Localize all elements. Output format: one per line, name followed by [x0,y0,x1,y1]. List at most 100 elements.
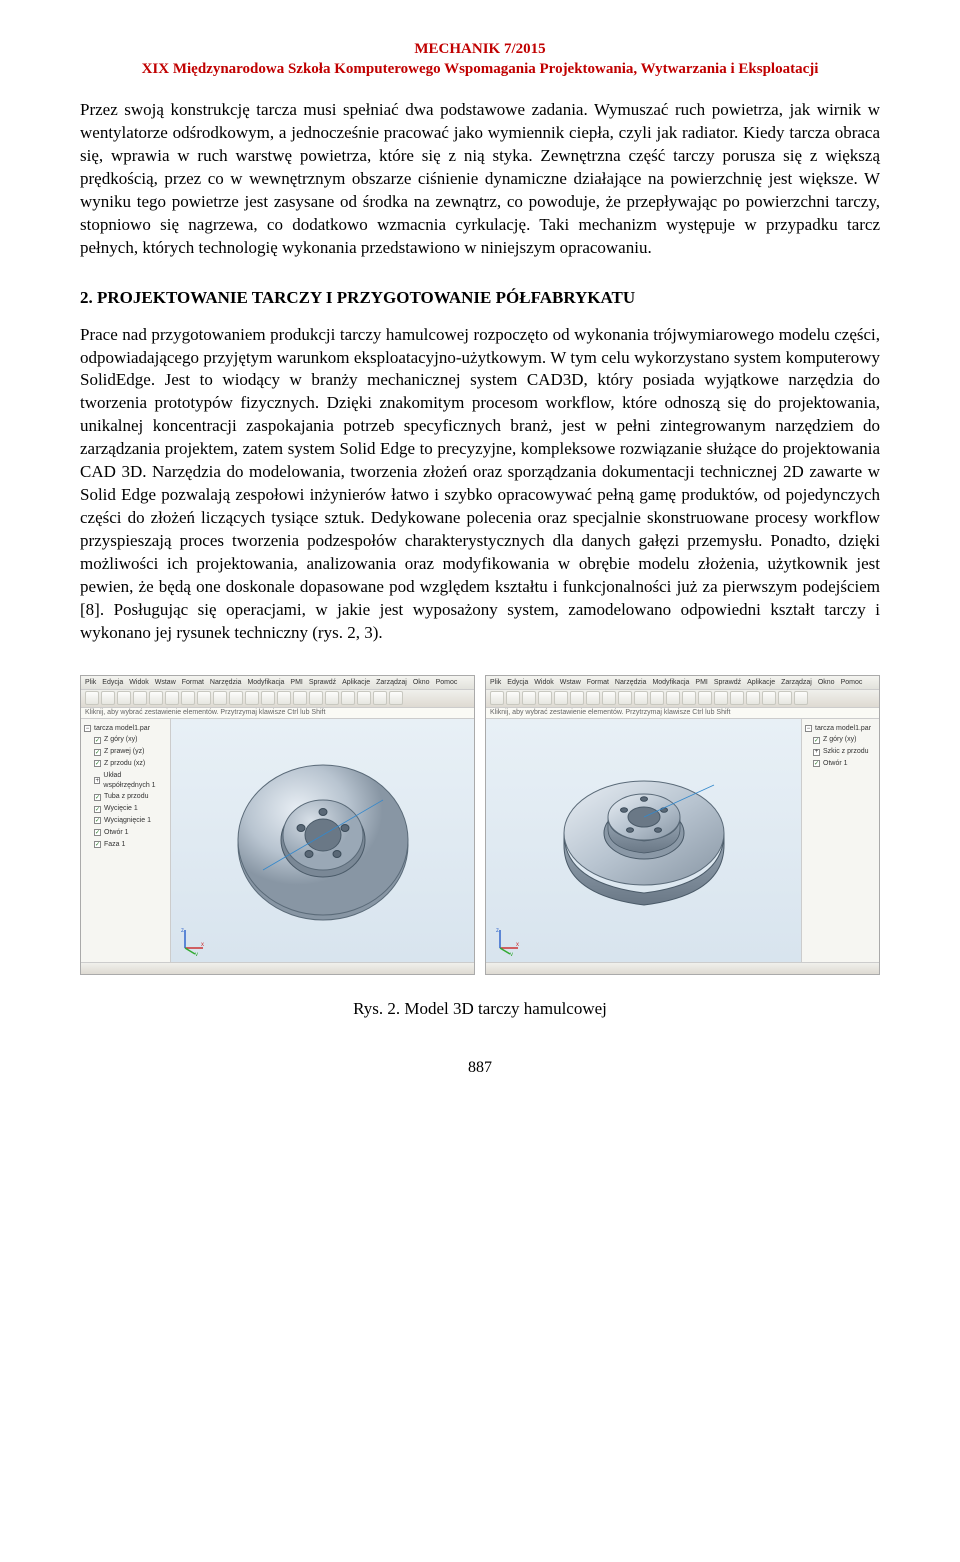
menu-item[interactable]: Plik [490,679,501,686]
menu-item[interactable]: Okno [413,679,430,686]
tree-checkbox-icon[interactable] [94,794,101,801]
tree-checkbox-icon[interactable] [813,760,820,767]
toolbar-button[interactable] [149,691,163,705]
menu-item[interactable]: Sprawdź [309,679,336,686]
menu-item[interactable]: PMI [290,679,302,686]
toolbar-button[interactable] [213,691,227,705]
toolbar-button[interactable] [373,691,387,705]
toolbar-button[interactable] [101,691,115,705]
toolbar-button[interactable] [778,691,792,705]
toolbar-button[interactable] [714,691,728,705]
menu-item[interactable]: Aplikacje [342,679,370,686]
toolbar-button[interactable] [197,691,211,705]
toolbar-button[interactable] [762,691,776,705]
toolbar-button[interactable] [682,691,696,705]
menu-item[interactable]: PMI [695,679,707,686]
toolbar-button[interactable] [341,691,355,705]
toolbar-button[interactable] [666,691,680,705]
toolbar-button[interactable] [277,691,291,705]
tree-checkbox-icon[interactable] [94,829,101,836]
feature-tree-right[interactable]: − tarcza model1.par Z góry (xy) + Szkic … [801,719,879,962]
toolbar-button[interactable] [570,691,584,705]
tree-item[interactable]: + Układ współrzędnych 1 [84,770,167,792]
menu-item[interactable]: Zarządzaj [781,679,812,686]
tree-item[interactable]: Z góry (xy) [805,734,876,746]
feature-tree[interactable]: − tarcza model1.par Z góry (xy) Z prawej… [81,719,171,962]
menu-item[interactable]: Pomoc [841,679,863,686]
tree-expand-icon[interactable]: + [813,749,820,756]
menu-item[interactable]: Plik [85,679,96,686]
tree-expand-icon[interactable]: − [805,725,812,732]
tree-checkbox-icon[interactable] [94,841,101,848]
tree-item[interactable]: Faza 1 [84,839,167,851]
toolbar-button[interactable] [229,691,243,705]
tree-checkbox-icon[interactable] [813,737,820,744]
tree-item[interactable]: Tuba z przodu [84,791,167,803]
menu-item[interactable]: Okno [818,679,835,686]
tree-item[interactable]: Otwór 1 [84,827,167,839]
tree-item[interactable]: Wycięcie 1 [84,803,167,815]
toolbar-button[interactable] [261,691,275,705]
tree-checkbox-icon[interactable] [94,817,101,824]
menu-item[interactable]: Format [182,679,204,686]
menu-item[interactable]: Aplikacje [747,679,775,686]
toolbar-button[interactable] [117,691,131,705]
toolbar-button[interactable] [309,691,323,705]
cad-menubar[interactable]: Plik Edycja Widok Wstaw Format Narzędzia… [81,676,474,690]
menu-item[interactable]: Format [587,679,609,686]
toolbar-button[interactable] [293,691,307,705]
tree-item[interactable]: Z góry (xy) [84,734,167,746]
menu-item[interactable]: Narzędzia [210,679,242,686]
tree-checkbox-icon[interactable] [94,760,101,767]
toolbar-button[interactable] [245,691,259,705]
tree-root[interactable]: − tarcza model1.par [84,723,167,735]
toolbar-button[interactable] [506,691,520,705]
menu-item[interactable]: Modyfikacja [247,679,284,686]
tree-expand-icon[interactable]: + [94,777,100,784]
cad-viewport[interactable]: x z y [486,719,801,962]
tree-expand-icon[interactable]: − [84,725,91,732]
toolbar-button[interactable] [538,691,552,705]
cad-menubar[interactable]: Plik Edycja Widok Wstaw Format Narzędzia… [486,676,879,690]
toolbar-button[interactable] [181,691,195,705]
toolbar-button[interactable] [522,691,536,705]
toolbar-button[interactable] [389,691,403,705]
toolbar-button[interactable] [490,691,504,705]
menu-item[interactable]: Wstaw [155,679,176,686]
cad-viewport[interactable]: x z y [171,719,474,962]
menu-item[interactable]: Pomoc [436,679,458,686]
menu-item[interactable]: Modyfikacja [652,679,689,686]
tree-item[interactable]: + Szkic z przodu [805,746,876,758]
tree-item[interactable]: Otwór 1 [805,758,876,770]
tree-checkbox-icon[interactable] [94,737,101,744]
toolbar-button[interactable] [357,691,371,705]
toolbar-button[interactable] [634,691,648,705]
tree-checkbox-icon[interactable] [94,806,101,813]
toolbar-button[interactable] [133,691,147,705]
toolbar-button[interactable] [602,691,616,705]
toolbar-button[interactable] [586,691,600,705]
tree-root[interactable]: − tarcza model1.par [805,723,876,735]
toolbar-button[interactable] [618,691,632,705]
menu-item[interactable]: Wstaw [560,679,581,686]
toolbar-button[interactable] [730,691,744,705]
toolbar-button[interactable] [554,691,568,705]
menu-item[interactable]: Zarządzaj [376,679,407,686]
menu-item[interactable]: Edycja [102,679,123,686]
tree-item[interactable]: Wyciągnięcie 1 [84,815,167,827]
toolbar-button[interactable] [85,691,99,705]
menu-item[interactable]: Widok [129,679,148,686]
toolbar-button[interactable] [650,691,664,705]
tree-item[interactable]: Z prawej (yz) [84,746,167,758]
toolbar-button[interactable] [794,691,808,705]
toolbar-button[interactable] [698,691,712,705]
menu-item[interactable]: Widok [534,679,553,686]
menu-item[interactable]: Narzędzia [615,679,647,686]
menu-item[interactable]: Edycja [507,679,528,686]
toolbar-button[interactable] [746,691,760,705]
tree-item[interactable]: Z przodu (xz) [84,758,167,770]
tree-checkbox-icon[interactable] [94,749,101,756]
menu-item[interactable]: Sprawdź [714,679,741,686]
toolbar-button[interactable] [165,691,179,705]
toolbar-button[interactable] [325,691,339,705]
